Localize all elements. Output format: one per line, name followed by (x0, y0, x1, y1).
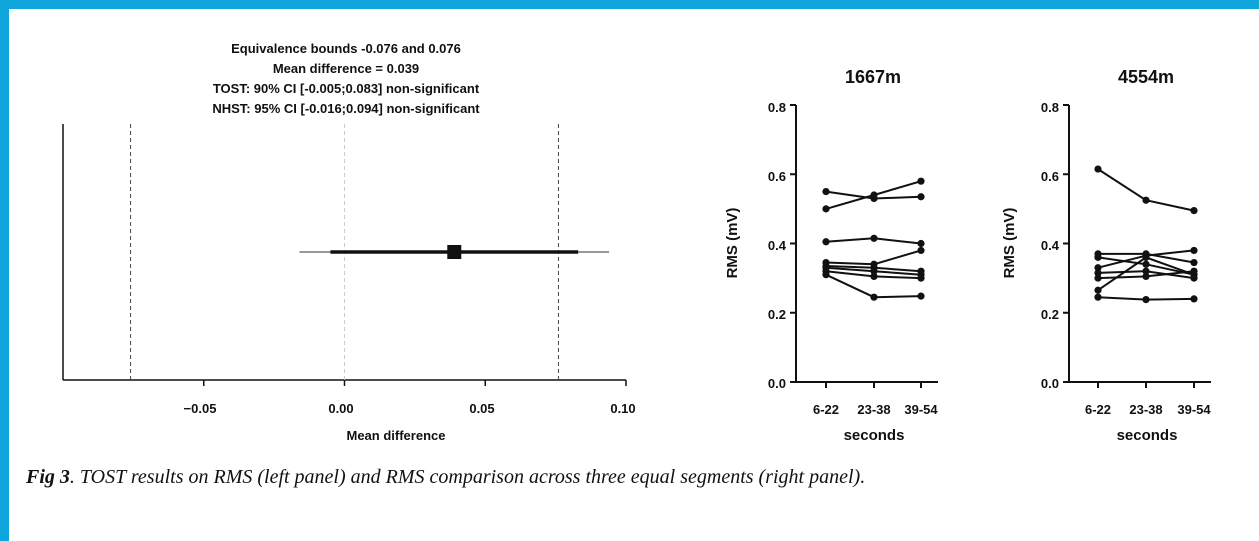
data-point-4554m-6-2 (1142, 272, 1150, 280)
tost-title-line-3: TOST: 90% CI [-0.005;0.083] non-signific… (213, 81, 480, 96)
data-point-4554m-7-2 (1142, 253, 1150, 261)
tost-title-line-4: NHST: 95% CI [-0.016;0.094] non-signific… (212, 101, 480, 116)
data-point-1667m-8-1 (822, 271, 830, 279)
data-point-4554m-4-1 (1094, 264, 1102, 272)
category-label-1667m-2: 23-38 (857, 402, 890, 417)
category-label-4554m-3: 39-54 (1177, 402, 1211, 417)
tost-tick-label-4: 0.10 (610, 401, 635, 416)
data-point-4554m-7-3 (1190, 271, 1198, 279)
y-tick-label-4554m-4: 0.8 (1041, 100, 1059, 115)
category-label-4554m-2: 23-38 (1129, 402, 1162, 417)
y-tick-label-1667m-1: 0.2 (768, 307, 786, 322)
y-tick-label-1667m-0: 0.0 (768, 376, 786, 391)
data-point-1667m-1-3 (917, 193, 925, 201)
category-label-1667m-3: 39-54 (904, 402, 938, 417)
tost-tick-label-3: 0.05 (469, 401, 494, 416)
caption-label: Fig 3 (26, 466, 70, 488)
data-point-4554m-3-2 (1142, 260, 1150, 268)
data-point-1667m-3-1 (822, 238, 830, 246)
data-point-4554m-1-3 (1190, 207, 1198, 215)
x-axis-label-1667m: seconds (844, 427, 905, 444)
data-point-1667m-3-2 (870, 234, 878, 242)
x-axis-label-4554m: seconds (1117, 427, 1178, 444)
y-tick-label-1667m-4: 0.8 (768, 100, 786, 115)
data-point-1667m-2-2 (870, 191, 878, 199)
data-point-1667m-1-1 (822, 187, 830, 196)
y-tick-label-1667m-2: 0.4 (768, 238, 787, 253)
mean-difference-marker (447, 245, 462, 259)
y-tick-label-4554m-2: 0.4 (1041, 238, 1060, 253)
tost-panel: Equivalence bounds -0.076 and 0.076 Mean… (62, 41, 636, 443)
data-point-4554m-8-2 (1142, 295, 1150, 304)
y-tick-label-4554m-3: 0.6 (1041, 169, 1059, 184)
data-point-4554m-5-2 (1142, 267, 1150, 275)
panel-title-4554m: 4554m (1118, 67, 1174, 87)
y-axis-label-1667m: RMS (mV) (724, 208, 741, 279)
data-point-1667m-7-2 (870, 272, 878, 280)
tost-title-line-2: Mean difference = 0.039 (273, 61, 419, 76)
data-point-4554m-3-1 (1094, 253, 1102, 261)
category-label-4554m-1: 6-22 (1085, 402, 1111, 417)
data-point-1667m-8-3 (917, 292, 925, 300)
data-point-1667m-2-3 (917, 177, 925, 185)
data-point-1667m-3-3 (917, 239, 925, 248)
y-axis-label-4554m: RMS (mV) (1001, 208, 1018, 279)
category-label-1667m-1: 6-22 (813, 402, 839, 417)
data-point-1667m-6-2 (870, 267, 878, 275)
data-point-4554m-5-1 (1094, 269, 1102, 277)
tost-tick-label-2: 0.00 (328, 401, 353, 416)
series-line-4554m-1 (1097, 168, 1195, 212)
data-point-1667m-7-3 (917, 274, 925, 282)
data-point-1667m-8-2 (870, 293, 878, 301)
tost-tick-label-1: −0.05 (184, 401, 217, 416)
rms-panel-4554m: 4554m RMS (mV) seconds 6-22 23-38 39-54 … (1001, 67, 1211, 444)
caption-text: . TOST results on RMS (left panel) and R… (69, 466, 866, 488)
tost-x-axis-label: Mean difference (347, 428, 446, 443)
y-tick-label-4554m-1: 0.2 (1041, 307, 1059, 322)
panel-title-1667m: 1667m (845, 67, 901, 87)
data-point-4554m-2-3 (1190, 258, 1198, 267)
data-point-4554m-8-1 (1094, 293, 1102, 301)
data-point-4554m-4-3 (1190, 246, 1198, 255)
data-point-4554m-7-1 (1094, 286, 1102, 294)
y-tick-label-1667m-3: 0.6 (768, 169, 786, 184)
data-point-1667m-4-3 (917, 246, 925, 255)
data-point-1667m-2-1 (822, 205, 830, 213)
data-point-4554m-1-2 (1142, 196, 1150, 204)
tost-title-line-1: Equivalence bounds -0.076 and 0.076 (231, 41, 461, 56)
figure-caption: Fig 3. TOST results on RMS (left panel) … (26, 466, 1226, 489)
rms-panel-1667m: 1667m RMS (mV) seconds 6-22 23-38 39-54 … (724, 67, 938, 444)
data-point-4554m-6-1 (1094, 274, 1102, 282)
data-point-4554m-1-1 (1094, 165, 1102, 173)
data-point-4554m-8-3 (1190, 295, 1198, 303)
y-tick-label-4554m-0: 0.0 (1041, 376, 1059, 391)
